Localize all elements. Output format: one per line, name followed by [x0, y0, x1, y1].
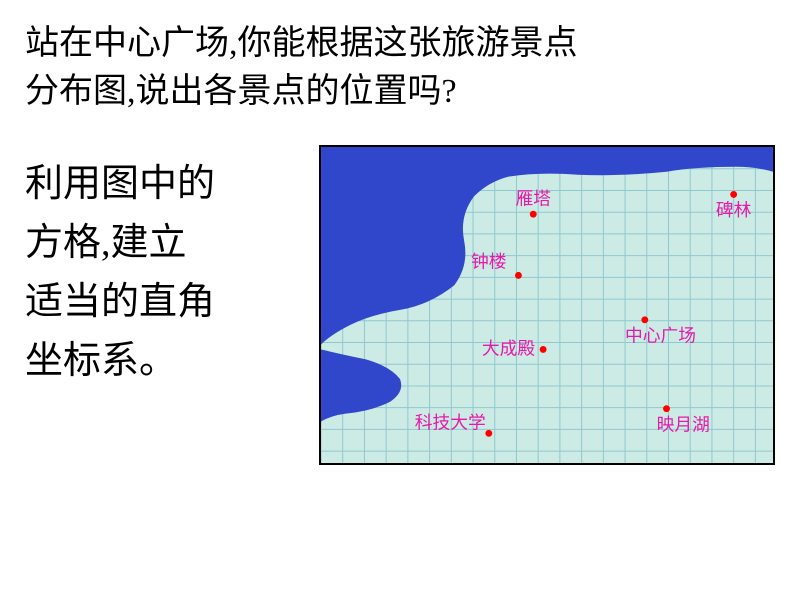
instruction-text: 利用图中的 方格,建立 适当的直角 坐标系。 — [25, 145, 304, 465]
title-line-2: 分布图,说出各景点的位置吗? — [25, 73, 457, 110]
content-section: 利用图中的 方格,建立 适当的直角 坐标系。 雁塔碑林钟楼中心广场大成殿科技大学… — [0, 145, 800, 465]
instr-line-2: 方格,建立 — [25, 222, 187, 264]
landmark-point-映月湖 — [663, 405, 670, 412]
instr-line-3: 适当的直角 — [25, 281, 215, 323]
landmark-label-科技大学: 科技大学 — [415, 413, 486, 433]
landmark-point-钟楼 — [515, 272, 522, 279]
title-line-1: 站在中心广场,你能根据这张旅游景点 — [25, 25, 578, 62]
instr-line-4: 坐标系。 — [25, 340, 177, 382]
question-title: 站在中心广场,你能根据这张旅游景点 分布图,说出各景点的位置吗? — [0, 0, 800, 125]
landmark-point-碑林 — [730, 191, 737, 198]
landmark-label-大成殿: 大成殿 — [482, 339, 536, 359]
landmark-point-雁塔 — [530, 211, 537, 218]
landmark-label-映月湖: 映月湖 — [657, 415, 710, 435]
map-diagram: 雁塔碑林钟楼中心广场大成殿科技大学 映月湖 — [319, 145, 775, 465]
landmark-label-钟楼: 钟楼 — [471, 252, 507, 272]
landmark-point-科技大学 — [485, 430, 492, 437]
landmark-label-雁塔: 雁塔 — [515, 188, 551, 208]
landmark-point-中心广场 — [641, 317, 648, 324]
map-svg: 雁塔碑林钟楼中心广场大成殿科技大学 映月湖 — [321, 147, 773, 463]
landmark-point-大成殿 — [540, 346, 547, 353]
instr-line-1: 利用图中的 — [25, 163, 215, 205]
landmark-label-中心广场: 中心广场 — [625, 326, 696, 346]
landmark-label-碑林: 碑林 — [716, 200, 752, 220]
